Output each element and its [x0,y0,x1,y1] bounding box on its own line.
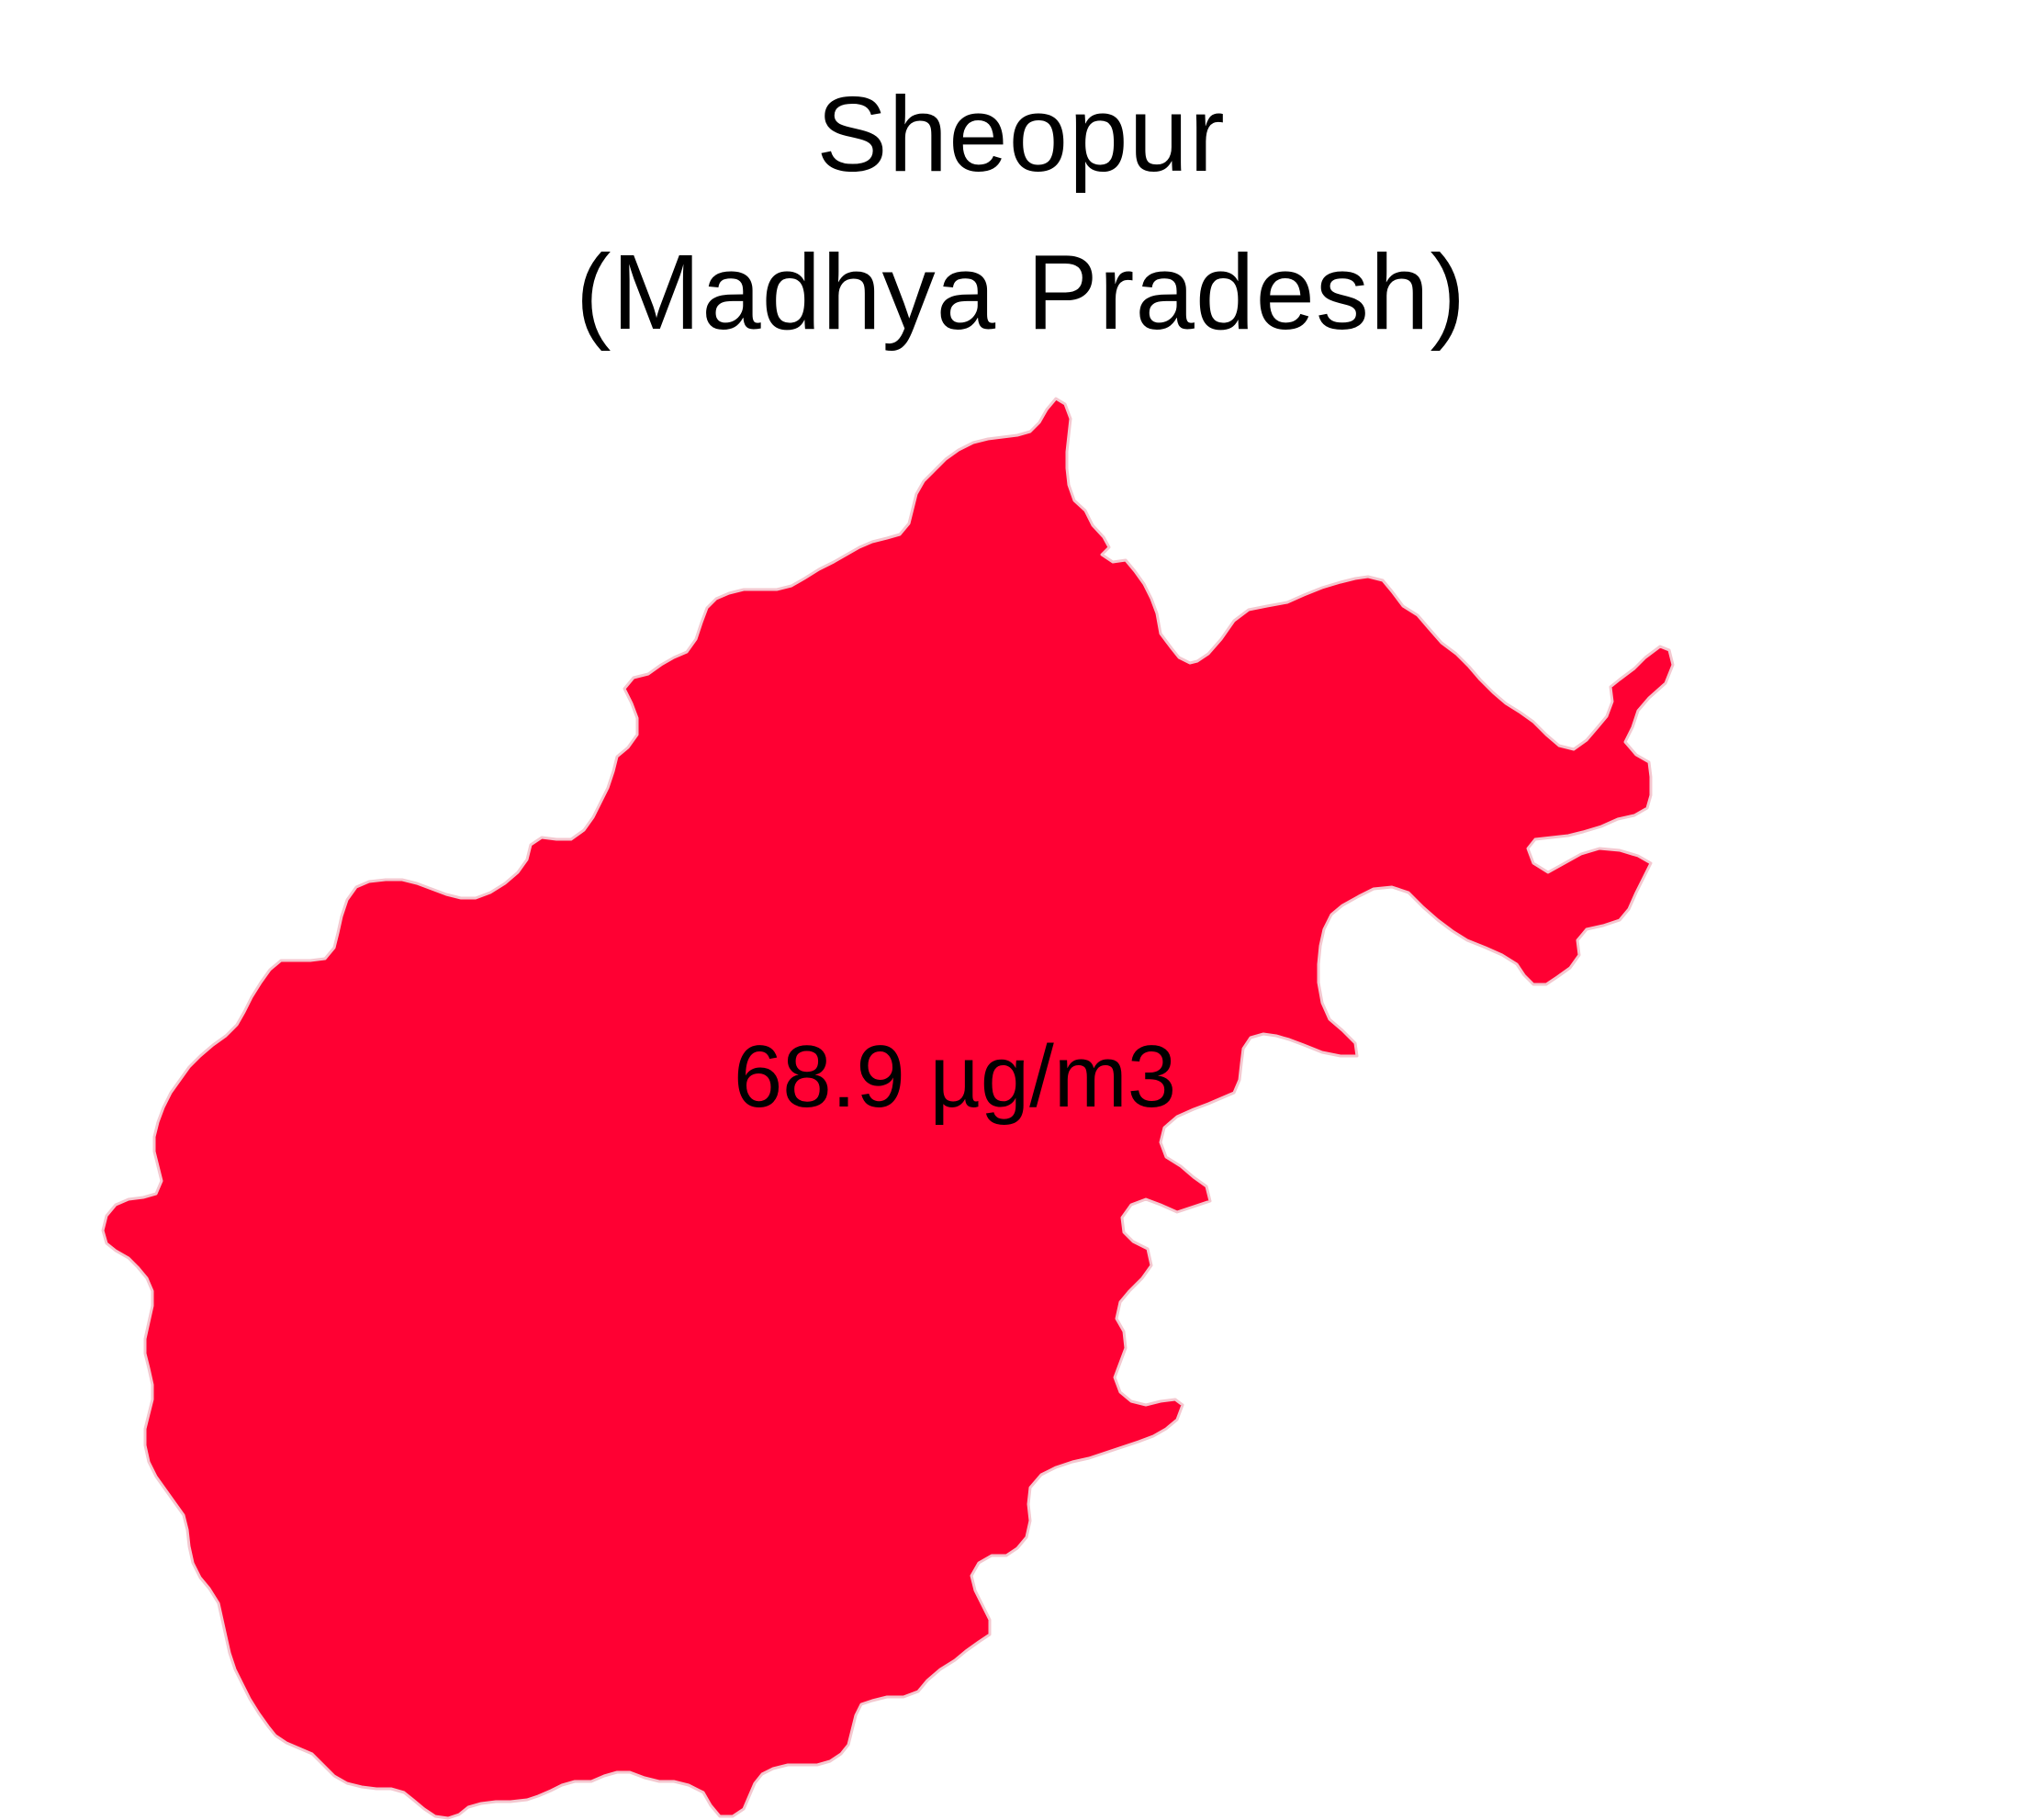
map-title-block: Sheopur (Madhya Pradesh) [0,55,2042,371]
district-value-label: 68.9 µg/m3 [733,1028,1177,1126]
map-subtitle: (Madhya Pradesh) [575,232,1467,352]
map-title: Sheopur [816,74,1226,194]
district-shape-sheopur [101,397,1675,1820]
